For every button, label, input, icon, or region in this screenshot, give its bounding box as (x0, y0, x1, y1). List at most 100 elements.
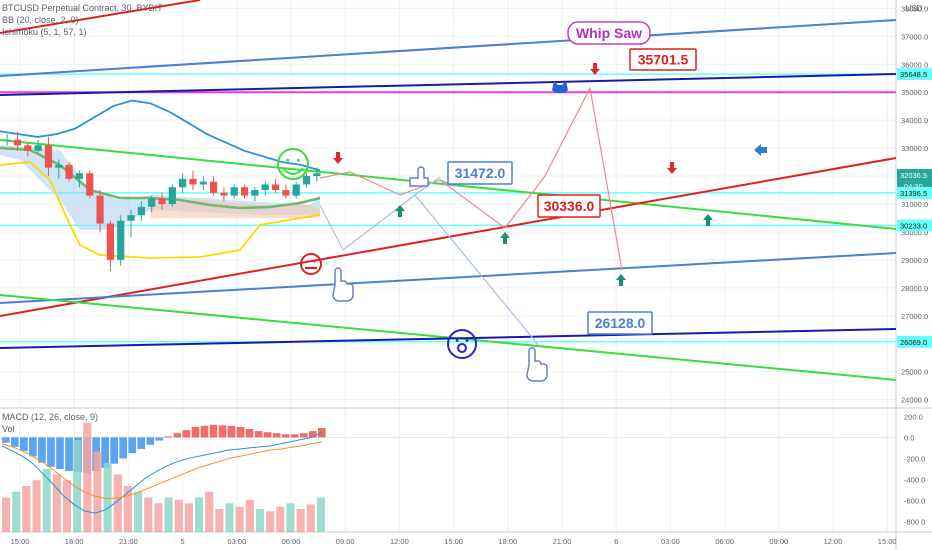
legend-vol: Vol (2, 424, 15, 434)
macd-histogram-bar (56, 437, 64, 469)
candle-body (261, 184, 269, 191)
candle-body (302, 176, 311, 185)
candle-body (117, 220, 125, 260)
mouth (457, 343, 468, 353)
price-tick: 28000.0 (901, 284, 928, 293)
macd-histogram-bar (200, 425, 209, 438)
candle-body (282, 190, 290, 196)
candle-body (313, 173, 321, 177)
price-tick: 27000.0 (901, 312, 928, 321)
volume-bar (113, 474, 122, 532)
volume-bar (22, 486, 31, 532)
price-badge-text: 35648.5 (900, 70, 927, 79)
candle-body (3, 139, 11, 141)
price-badge (897, 68, 932, 81)
macd-histogram-bar (128, 437, 137, 454)
volume-bar (184, 503, 193, 532)
candle-body (271, 184, 280, 191)
price-badge (897, 335, 932, 348)
macd-tick: -200.0 (904, 454, 925, 463)
signal-line (1, 441, 323, 499)
price-tick: 31000.0 (901, 200, 928, 209)
macd-histogram-bar (20, 437, 28, 452)
cat-icon (552, 81, 568, 94)
price-tick: 38000.0 (901, 4, 928, 13)
price-badge-text: 32036.5 (900, 171, 927, 180)
macd-histogram-bar (281, 434, 290, 438)
target-top-label-box (629, 48, 697, 71)
candle-body (106, 223, 114, 260)
volume-bar (144, 497, 153, 532)
eye (306, 260, 309, 263)
candle-body (199, 181, 207, 185)
time-tick: 09:00 (769, 537, 788, 546)
eye (296, 158, 300, 162)
volume-bar (93, 451, 102, 532)
macd-tick: -400.0 (904, 475, 925, 484)
macd-histogram-bar (263, 432, 272, 438)
candle-body (168, 187, 176, 204)
volume-bar (296, 509, 305, 532)
candle-body (86, 173, 94, 196)
target-top-label: 35701.5 (629, 48, 697, 71)
candles (3, 131, 321, 272)
time-tick: 12:00 (390, 537, 409, 546)
volume-bar (266, 511, 275, 532)
price-badge (897, 169, 932, 182)
candle-body (34, 145, 42, 151)
time-tick: 6 (614, 537, 618, 546)
macd-histogram-bar (236, 426, 245, 438)
volume-bar (245, 499, 254, 532)
up-arrow-icon (500, 232, 510, 244)
macd-tick: -800.0 (904, 517, 925, 526)
trend-line-navy-upper (0, 73, 897, 96)
volume-bar (103, 463, 112, 532)
surprised-face-icon-outline (447, 329, 477, 359)
macd-histogram-bar (227, 425, 236, 438)
trend-line-red-rising (0, 157, 897, 317)
volume-bar (215, 509, 224, 532)
whip-saw-label-text: Whip Saw (576, 25, 642, 41)
volume-bar (164, 497, 173, 532)
eye (286, 158, 290, 162)
neutral-face-icon (300, 253, 322, 275)
volume-bar (62, 480, 72, 532)
candle-body (137, 206, 145, 216)
down-arrow-icon (333, 152, 343, 164)
macd-tick: -600.0 (904, 496, 925, 505)
up-arrow-icon (616, 274, 626, 286)
price-badge (897, 219, 932, 232)
price-tick: 36000.0 (901, 60, 928, 69)
macd-tick: 0.0 (904, 433, 914, 442)
pointer-hand-icon (332, 267, 354, 302)
trend-line-blue-upper (0, 19, 897, 77)
price-tick: 30000.0 (901, 228, 928, 237)
bb-lower-band (0, 161, 321, 259)
pointer-hand-icon (526, 347, 548, 382)
ichimoku-cloud-bearish (150, 200, 320, 218)
volume-bar (235, 506, 244, 532)
macd-histogram-bar (164, 436, 173, 438)
mouth (282, 167, 304, 175)
volume-bar (225, 503, 234, 532)
down-arrow-icon (590, 63, 600, 75)
volume-bar (286, 503, 295, 532)
candle-body (189, 178, 197, 185)
time-tick: 06:00 (282, 537, 301, 546)
macd-histogram-bar (119, 437, 128, 459)
legend-symbol: BTCUSD Perpetual Contract, 30, BYBIT (2, 3, 163, 13)
macd-histogram-bar (2, 437, 10, 443)
target-mid-label: 31472.0 (447, 161, 513, 185)
price-badge (897, 186, 932, 199)
macd-histogram-bar (146, 437, 155, 445)
happy-face-icon (277, 148, 309, 180)
target-low-label-box (587, 311, 653, 335)
price-tick: 24000.0 (901, 396, 928, 405)
volume-bar (154, 503, 163, 532)
macd-histogram-bar (137, 437, 146, 449)
volume-bar (194, 497, 204, 532)
volume-bar (306, 504, 315, 532)
price-tick: 33000.0 (901, 144, 928, 153)
